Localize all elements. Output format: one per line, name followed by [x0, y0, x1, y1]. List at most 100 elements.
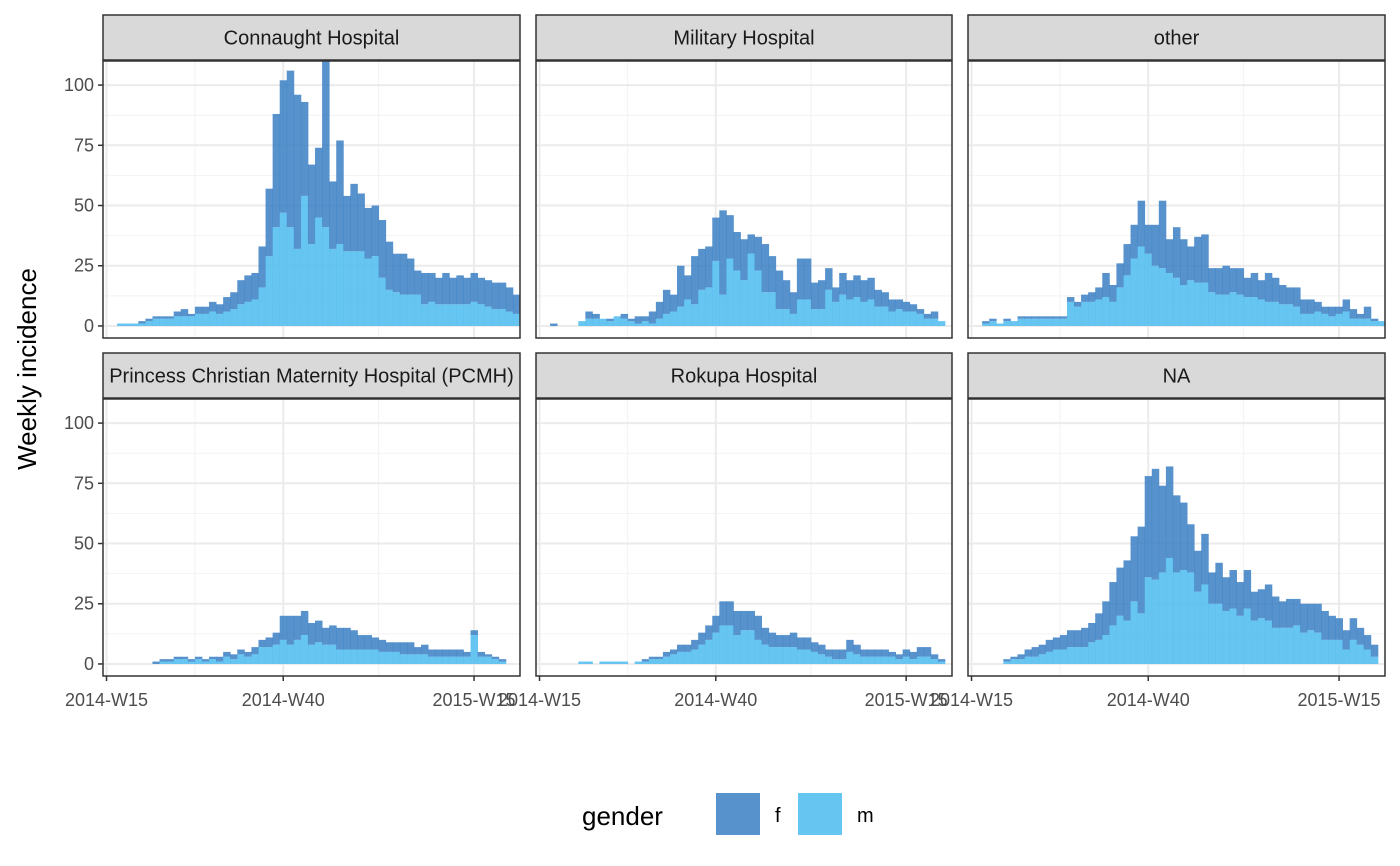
bar-f	[627, 318, 636, 322]
strip-label: Military Hospital	[673, 28, 814, 50]
bar-m	[982, 323, 990, 326]
bar-m	[406, 654, 415, 664]
bar-f	[399, 642, 408, 655]
bar-f	[251, 272, 259, 300]
x-tick-label: 2014-W40	[674, 690, 757, 710]
bar-m	[782, 309, 791, 326]
panel-border	[102, 398, 521, 677]
bar-f	[194, 306, 203, 314]
panel-5: NA 2014-W15 2014-W40 2015-W15	[930, 352, 1386, 710]
bar-m	[803, 299, 812, 326]
bar-m	[1278, 627, 1287, 664]
bar-f	[265, 188, 274, 257]
bar-m	[592, 318, 600, 326]
bar-f	[1130, 536, 1139, 602]
bar-m	[329, 248, 337, 326]
bar-f	[712, 615, 720, 633]
bar-f	[839, 272, 847, 295]
y-tick-label: 100	[64, 75, 94, 95]
bar-f	[1257, 589, 1266, 619]
bar-f	[662, 651, 671, 657]
bar-m	[307, 244, 316, 326]
bar-f	[1229, 268, 1237, 293]
bar-f	[230, 292, 238, 310]
bar-f	[1293, 287, 1301, 307]
bar-m	[1180, 570, 1188, 664]
bar-f	[1137, 526, 1146, 614]
bar-f	[145, 318, 153, 322]
bar-f	[803, 258, 812, 300]
bar-m	[613, 661, 622, 664]
bar-f	[1151, 224, 1160, 266]
bar-m	[399, 294, 408, 326]
bar-m	[705, 639, 713, 664]
bar-f	[216, 656, 224, 662]
bar-f	[782, 280, 791, 310]
bar-f	[698, 632, 706, 645]
bar-m	[201, 661, 210, 664]
x-tick-label: 2014-W15	[498, 690, 581, 710]
bar-f	[867, 277, 875, 300]
bar-m	[585, 661, 593, 664]
bar-f	[733, 610, 741, 636]
bar-f	[180, 309, 189, 317]
bar-f	[187, 313, 196, 317]
bar-m	[881, 656, 889, 664]
panel-2: other	[967, 14, 1386, 339]
bar-m	[194, 313, 203, 326]
bar-f	[343, 627, 351, 650]
bar-m	[599, 661, 607, 664]
bar-f	[888, 651, 896, 657]
strip-label: NA	[1163, 366, 1191, 388]
bar-f	[982, 321, 990, 324]
bar-f	[853, 275, 861, 298]
bar-f	[286, 615, 295, 645]
bar-f	[322, 61, 330, 228]
bars	[152, 610, 507, 664]
bar-m	[923, 318, 932, 326]
bar-m	[1257, 618, 1266, 664]
bar-f	[421, 644, 429, 655]
bar-m	[930, 318, 939, 326]
strip-label: Rokupa Hospital	[671, 366, 818, 388]
bar-m	[244, 656, 252, 664]
bar-m	[1038, 318, 1047, 326]
bar-f	[712, 217, 720, 261]
bar-f	[413, 270, 422, 295]
bar-f	[1003, 318, 1011, 322]
bar-f	[909, 651, 918, 660]
bar-m	[916, 656, 925, 664]
bar-m	[719, 625, 727, 664]
bar-m	[789, 647, 798, 664]
y-tick-label: 75	[74, 473, 94, 493]
bar-f	[550, 323, 558, 326]
bar-m	[1293, 306, 1301, 326]
legend-title: gender	[582, 801, 663, 831]
bar-f	[1165, 466, 1174, 558]
bar-m	[1158, 268, 1167, 326]
bar-m	[1081, 647, 1089, 664]
bar-f	[350, 630, 358, 650]
bar-f	[329, 181, 337, 249]
bar-m	[1328, 316, 1336, 326]
bar-f	[1264, 272, 1273, 302]
bar-m	[131, 323, 139, 326]
bar-m	[1335, 639, 1343, 664]
bar-f	[237, 280, 245, 305]
bar-f	[272, 113, 281, 228]
bar-m	[1278, 304, 1287, 326]
bar-f	[1321, 306, 1329, 314]
bar-m	[923, 656, 932, 664]
x-tick-label: 2014-W15	[930, 690, 1013, 710]
bar-f	[456, 649, 464, 657]
bar-m	[343, 251, 351, 326]
bar-f	[1229, 570, 1237, 609]
bar-m	[937, 661, 946, 664]
bar-m	[1286, 627, 1294, 664]
bar-m	[124, 323, 132, 326]
bar-m	[1059, 649, 1068, 664]
bar-f	[293, 615, 302, 640]
bar-m	[888, 311, 896, 326]
bar-f	[832, 649, 840, 660]
